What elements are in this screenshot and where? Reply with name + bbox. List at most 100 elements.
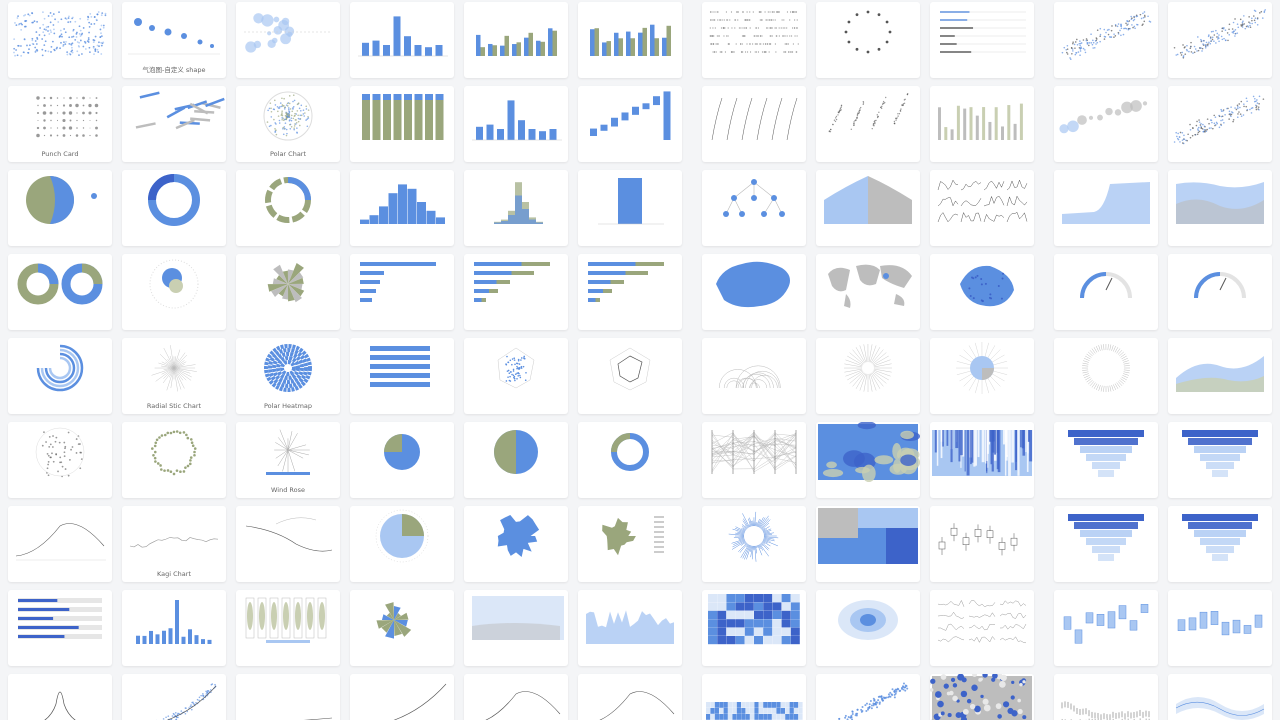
chart-card[interactable] bbox=[122, 254, 226, 330]
chart-card[interactable] bbox=[1168, 674, 1272, 720]
chart-card[interactable] bbox=[464, 674, 568, 720]
chart-card[interactable] bbox=[122, 674, 226, 720]
chart-card[interactable] bbox=[1168, 254, 1272, 330]
chart-card[interactable] bbox=[816, 506, 920, 582]
chart-card[interactable] bbox=[8, 170, 112, 246]
chart-card[interactable] bbox=[1168, 86, 1272, 162]
chart-card[interactable] bbox=[1168, 590, 1272, 666]
chart-card[interactable] bbox=[702, 338, 806, 414]
chart-card[interactable] bbox=[578, 506, 682, 582]
chart-card[interactable] bbox=[236, 506, 340, 582]
chart-card[interactable] bbox=[702, 86, 806, 162]
chart-card[interactable] bbox=[1168, 506, 1272, 582]
chart-card[interactable] bbox=[1054, 674, 1158, 720]
chart-card[interactable] bbox=[464, 170, 568, 246]
chart-card[interactable] bbox=[816, 590, 920, 666]
chart-card[interactable] bbox=[464, 338, 568, 414]
chart-caption bbox=[930, 316, 1034, 328]
chart-card[interactable] bbox=[8, 506, 112, 582]
chart-card[interactable] bbox=[1168, 2, 1272, 78]
chart-card[interactable] bbox=[8, 422, 112, 498]
chart-card[interactable] bbox=[930, 254, 1034, 330]
chart-card[interactable] bbox=[1054, 422, 1158, 498]
chart-card[interactable] bbox=[350, 338, 454, 414]
chart-card[interactable] bbox=[8, 590, 112, 666]
chart-card[interactable] bbox=[8, 338, 112, 414]
chart-card[interactable] bbox=[1054, 2, 1158, 78]
chart-card[interactable] bbox=[1168, 170, 1272, 246]
chart-card[interactable] bbox=[702, 254, 806, 330]
chart-card[interactable] bbox=[578, 674, 682, 720]
chart-card[interactable] bbox=[578, 590, 682, 666]
chart-card[interactable] bbox=[122, 422, 226, 498]
chart-card[interactable] bbox=[1054, 506, 1158, 582]
chart-card[interactable] bbox=[702, 674, 806, 720]
chart-card[interactable] bbox=[930, 2, 1034, 78]
chart-card[interactable] bbox=[930, 338, 1034, 414]
chart-card[interactable] bbox=[930, 86, 1034, 162]
chart-card[interactable] bbox=[464, 422, 568, 498]
chart-card[interactable] bbox=[350, 674, 454, 720]
chart-card[interactable] bbox=[122, 170, 226, 246]
chart-card[interactable] bbox=[816, 2, 920, 78]
chart-card[interactable]: Kagi Chart bbox=[122, 506, 226, 582]
chart-card[interactable] bbox=[578, 254, 682, 330]
chart-card[interactable] bbox=[816, 86, 920, 162]
chart-card[interactable] bbox=[1168, 338, 1272, 414]
chart-card[interactable] bbox=[816, 338, 920, 414]
chart-card[interactable] bbox=[578, 422, 682, 498]
chart-card[interactable] bbox=[236, 2, 340, 78]
chart-card[interactable] bbox=[816, 254, 920, 330]
chart-card[interactable] bbox=[578, 86, 682, 162]
chart-card[interactable]: Polar Chart bbox=[236, 86, 340, 162]
chart-card[interactable] bbox=[1054, 86, 1158, 162]
chart-card[interactable] bbox=[702, 170, 806, 246]
chart-card[interactable]: Wind Rose bbox=[236, 422, 340, 498]
chart-card[interactable] bbox=[236, 254, 340, 330]
chart-card[interactable] bbox=[464, 2, 568, 78]
chart-card[interactable] bbox=[930, 590, 1034, 666]
chart-card[interactable] bbox=[578, 338, 682, 414]
chart-card[interactable] bbox=[816, 422, 920, 498]
chart-card[interactable] bbox=[1054, 254, 1158, 330]
chart-card[interactable] bbox=[236, 590, 340, 666]
chart-card[interactable] bbox=[930, 170, 1034, 246]
chart-card[interactable] bbox=[1168, 422, 1272, 498]
chart-card[interactable] bbox=[702, 506, 806, 582]
chart-card[interactable] bbox=[1054, 170, 1158, 246]
chart-card[interactable] bbox=[930, 422, 1034, 498]
chart-card[interactable] bbox=[1054, 338, 1158, 414]
chart-card[interactable] bbox=[1054, 590, 1158, 666]
chart-card[interactable] bbox=[8, 674, 112, 720]
chart-card[interactable] bbox=[464, 254, 568, 330]
chart-card[interactable] bbox=[350, 254, 454, 330]
chart-card[interactable] bbox=[8, 2, 112, 78]
chart-card[interactable] bbox=[350, 422, 454, 498]
chart-card[interactable]: Polar Heatmap bbox=[236, 338, 340, 414]
chart-card[interactable] bbox=[350, 170, 454, 246]
chart-card[interactable] bbox=[8, 254, 112, 330]
chart-card[interactable] bbox=[122, 590, 226, 666]
chart-card[interactable] bbox=[578, 170, 682, 246]
chart-card[interactable] bbox=[702, 2, 806, 78]
chart-card[interactable] bbox=[464, 86, 568, 162]
chart-card[interactable] bbox=[350, 590, 454, 666]
chart-card[interactable]: 气泡图-自定义 shape bbox=[122, 2, 226, 78]
chart-card[interactable] bbox=[702, 422, 806, 498]
chart-card[interactable] bbox=[464, 506, 568, 582]
chart-card[interactable] bbox=[122, 86, 226, 162]
chart-card[interactable] bbox=[930, 674, 1034, 720]
chart-card[interactable]: Radial Stic Chart bbox=[122, 338, 226, 414]
chart-card[interactable] bbox=[350, 86, 454, 162]
chart-card[interactable] bbox=[464, 590, 568, 666]
chart-card[interactable] bbox=[578, 2, 682, 78]
chart-card[interactable] bbox=[350, 2, 454, 78]
chart-card[interactable] bbox=[350, 506, 454, 582]
chart-card[interactable] bbox=[702, 590, 806, 666]
chart-card[interactable] bbox=[236, 674, 340, 720]
chart-card[interactable] bbox=[930, 506, 1034, 582]
chart-card[interactable] bbox=[236, 170, 340, 246]
chart-card[interactable] bbox=[816, 170, 920, 246]
chart-card[interactable] bbox=[816, 674, 920, 720]
chart-card[interactable]: Punch Card bbox=[8, 86, 112, 162]
